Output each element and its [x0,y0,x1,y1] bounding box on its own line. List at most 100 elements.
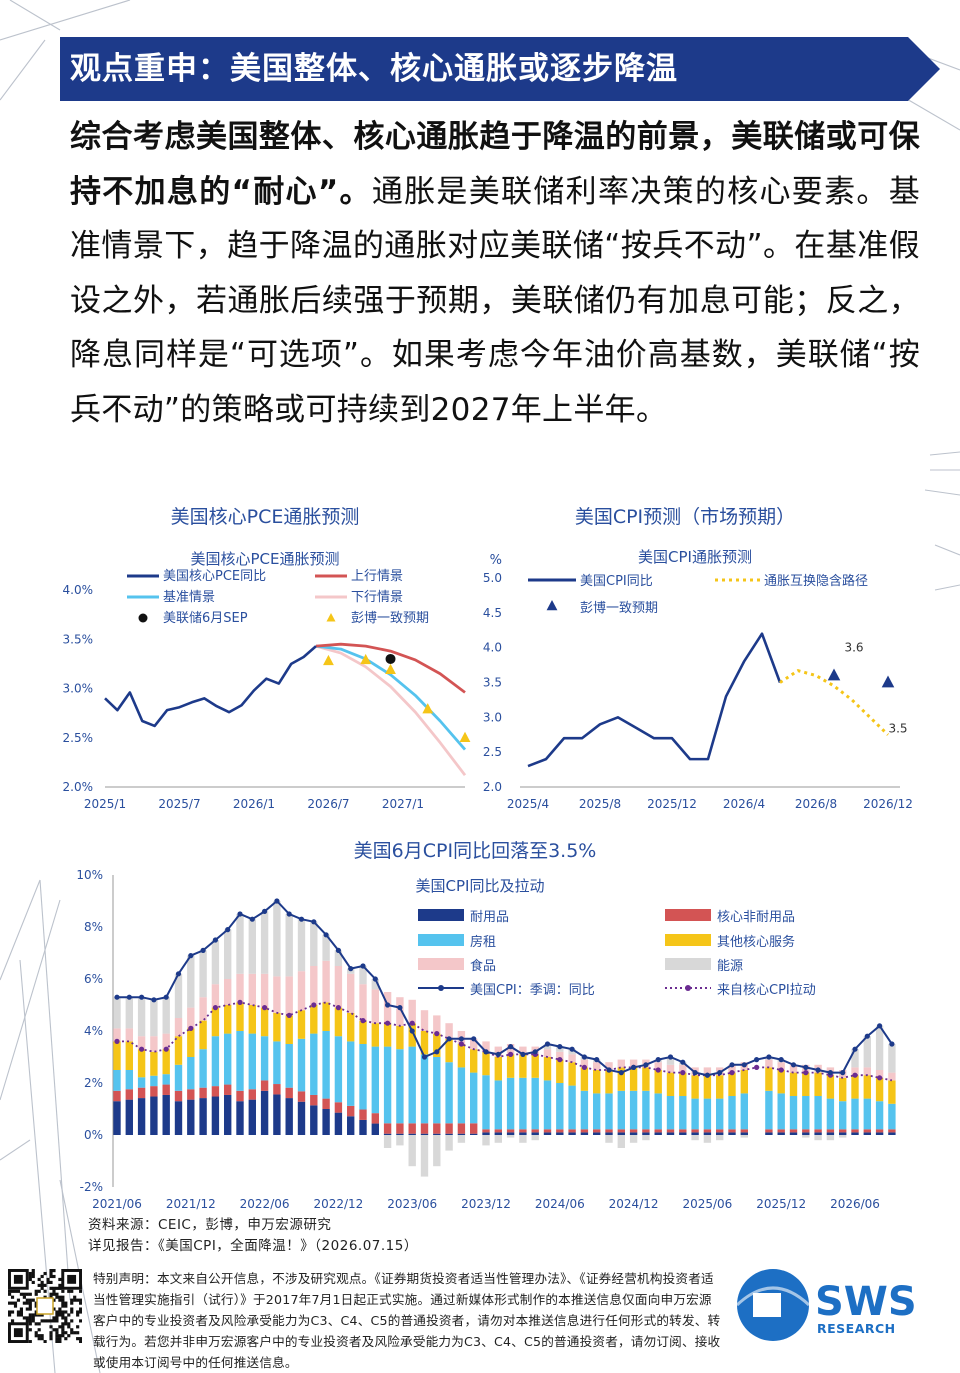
chart3-bar-segment [691,1132,699,1135]
chart3-core-pull-point [139,1046,145,1052]
chart3-bar-energy [826,1135,835,1141]
chart3-xtick: 2026/06 [830,1197,880,1211]
qr-module [40,1283,44,1287]
chart3-bar-segment [162,1033,170,1050]
qr-module [43,1295,47,1299]
chart3-bar-segment [433,1133,441,1135]
qr-code-icon[interactable] [8,1269,82,1343]
chart3-bar-segment [728,1072,736,1096]
qr-module [25,1316,29,1320]
chart3-bar-segment [482,1132,490,1135]
chart3-cpi-point [151,997,157,1003]
qr-module [49,1334,53,1338]
chart3-bar-segment [765,1059,773,1068]
qr-module [37,1322,41,1326]
qr-module [76,1298,80,1302]
chart3-bar-energy [605,1135,613,1143]
chart2-subtitle: 美国CPI通胀预测 [638,548,752,566]
chart3-ytick: 0% [84,1128,103,1142]
chart3-cpi-point [606,1067,612,1073]
chart3-bar-segment [285,976,293,1016]
chart3-bar-segment [802,1129,810,1133]
chart3-core-pull-point [335,1005,341,1011]
chart3-bar-segment [162,1084,170,1095]
chart3-bar-energy [642,1135,650,1141]
chart3-bar-energy [875,1025,884,1070]
chart3-core-pull-point [114,1038,120,1044]
chart3-bar-segment [383,1046,392,1124]
chart3-cpi-point [532,1049,538,1055]
chart3-cpi-point [581,1054,588,1060]
chart3-bar-segment [740,1093,748,1130]
qr-module [52,1328,56,1332]
chart3-bar-segment [605,1093,613,1130]
chart3-bar-segment [666,1064,675,1073]
qr-module [43,1340,47,1343]
chart3-cpi-point [385,1002,391,1008]
qr-module [55,1316,59,1320]
qr-module [64,1337,68,1341]
chart3-cpi-point [618,1070,624,1076]
chart3-bar-segment [359,1109,367,1120]
qr-module [55,1292,59,1296]
chart3-bar-segment [347,1012,355,1042]
chart3-bar-segment [531,1077,539,1130]
chart3-bar-segment [236,1002,244,1031]
qr-module [61,1334,65,1338]
qr-module [28,1274,32,1279]
chart3-bar-segment [519,1046,527,1055]
chart3-cpi-point [729,1062,735,1068]
qr-module [76,1337,80,1341]
qr-module [61,1331,65,1335]
chart3-ytick: 4% [84,1024,103,1038]
chart3-bar-segment [642,1067,650,1091]
qr-module [52,1298,56,1302]
chart3-bar-energy [716,1135,724,1141]
chart3-bar-segment [150,1051,158,1076]
chart3-bar-segment [371,989,379,1024]
qr-module [34,1310,38,1314]
chart3-title: 美国6月CPI同比回落至3.5% [353,840,597,862]
qr-module [52,1316,56,1320]
chart3-cpi-point [249,916,255,922]
chart3-bar-segment [359,984,367,1021]
chart3-bar-segment [273,976,281,1013]
chart2-cpi-line [527,632,782,768]
chart1-xtick: 2026/7 [307,797,349,811]
chart3-core-pull-point [680,1070,686,1076]
chart3-core-pull-point [237,999,243,1005]
chart3-cpi-point [643,1062,649,1068]
qr-module [40,1280,44,1284]
chart3-bar-energy [125,997,133,1029]
chart3-bar-segment [556,1129,564,1133]
chart3-bar-segment [174,1101,183,1135]
chart3-bar-segment [408,1123,416,1134]
qr-module [22,1316,26,1320]
qr-module [8,1313,12,1317]
chart3-bar-segment [322,1031,330,1099]
chart3-bar-segment [137,1098,146,1135]
chart3-bar-energy [863,1036,871,1068]
chart3-bar-segment [543,1049,552,1057]
qr-module [79,1298,82,1302]
chart3-bar-segment [371,1113,379,1124]
chart3-bar-segment [506,1132,515,1135]
chart3-bar-segment [359,1044,367,1110]
chart3-bar-segment [728,1132,736,1135]
chart3-bar-energy [888,1044,896,1073]
chart3-legend-swatch [665,958,711,970]
chart3-cpi-point [569,1046,575,1052]
qr-module [58,1310,62,1314]
chart3-bar-segment [691,1098,699,1130]
qr-module [79,1340,82,1343]
qr-module [10,1310,15,1314]
chart3-bar-segment [273,1094,281,1135]
qr-module [34,1301,38,1305]
qr-module [19,1292,23,1296]
logo-main: SWS [815,1279,917,1325]
qr-module [49,1331,53,1335]
chart3-cpi-line [117,899,893,1077]
qr-module [25,1307,29,1311]
chart3-bar-segment [802,1132,810,1135]
chart3-bar-segment [236,1090,244,1102]
